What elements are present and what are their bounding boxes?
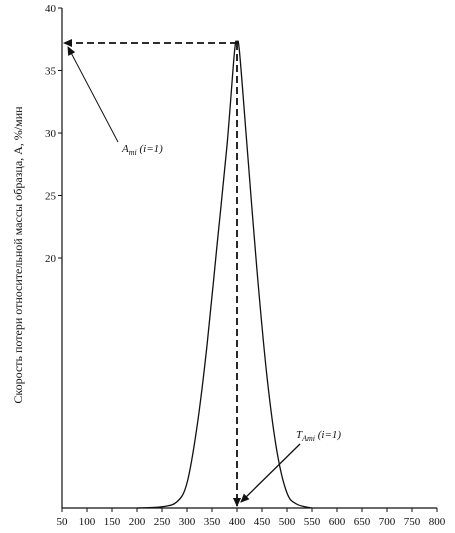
x-tick-label: 200 <box>129 516 146 528</box>
y-tick-label: 40 <box>45 3 57 15</box>
y-tick-label: 20 <box>45 253 57 265</box>
x-tick-label: 600 <box>329 516 346 528</box>
x-tick-label: 50 <box>57 516 69 528</box>
y-ticks: 40 35 30 25 20 <box>45 3 62 265</box>
x-tick-label: 800 <box>429 516 446 528</box>
y-axis-label: Скорость потери относительной массы обра… <box>11 106 25 404</box>
x-tick-label: 550 <box>304 516 321 528</box>
y-tick-label: 25 <box>45 191 57 203</box>
x-tick-label: 300 <box>179 516 196 528</box>
x-tick-label: 250 <box>154 516 171 528</box>
x-tick-label: 450 <box>254 516 271 528</box>
t-ami-leader-arrow <box>240 443 301 503</box>
series-line-0 <box>136 40 313 509</box>
x-tick-label: 750 <box>404 516 421 528</box>
axes <box>61 8 437 509</box>
x-tick-label: 700 <box>379 516 396 528</box>
x-tick-label: 100 <box>79 516 96 528</box>
annotation-t-ami: TAmi (i=1) <box>296 429 341 443</box>
x-tick-label: 650 <box>354 516 371 528</box>
a-mi-leader-arrow <box>67 46 119 143</box>
y-tick-label: 35 <box>45 66 57 78</box>
y-tick-label: 30 <box>45 128 57 140</box>
series <box>136 40 313 509</box>
x-tick-label: 500 <box>279 516 296 528</box>
x-tick-label: 350 <box>204 516 221 528</box>
x-tick-label: 400 <box>229 516 246 528</box>
annotation-a-mi: Ami (i=1) <box>121 143 163 157</box>
annotations <box>63 39 301 507</box>
x-tick-label: 150 <box>104 516 121 528</box>
x-ticks: 50 100 150 200 250 300 350 400 450 500 550 600 650 70… <box>57 508 446 528</box>
